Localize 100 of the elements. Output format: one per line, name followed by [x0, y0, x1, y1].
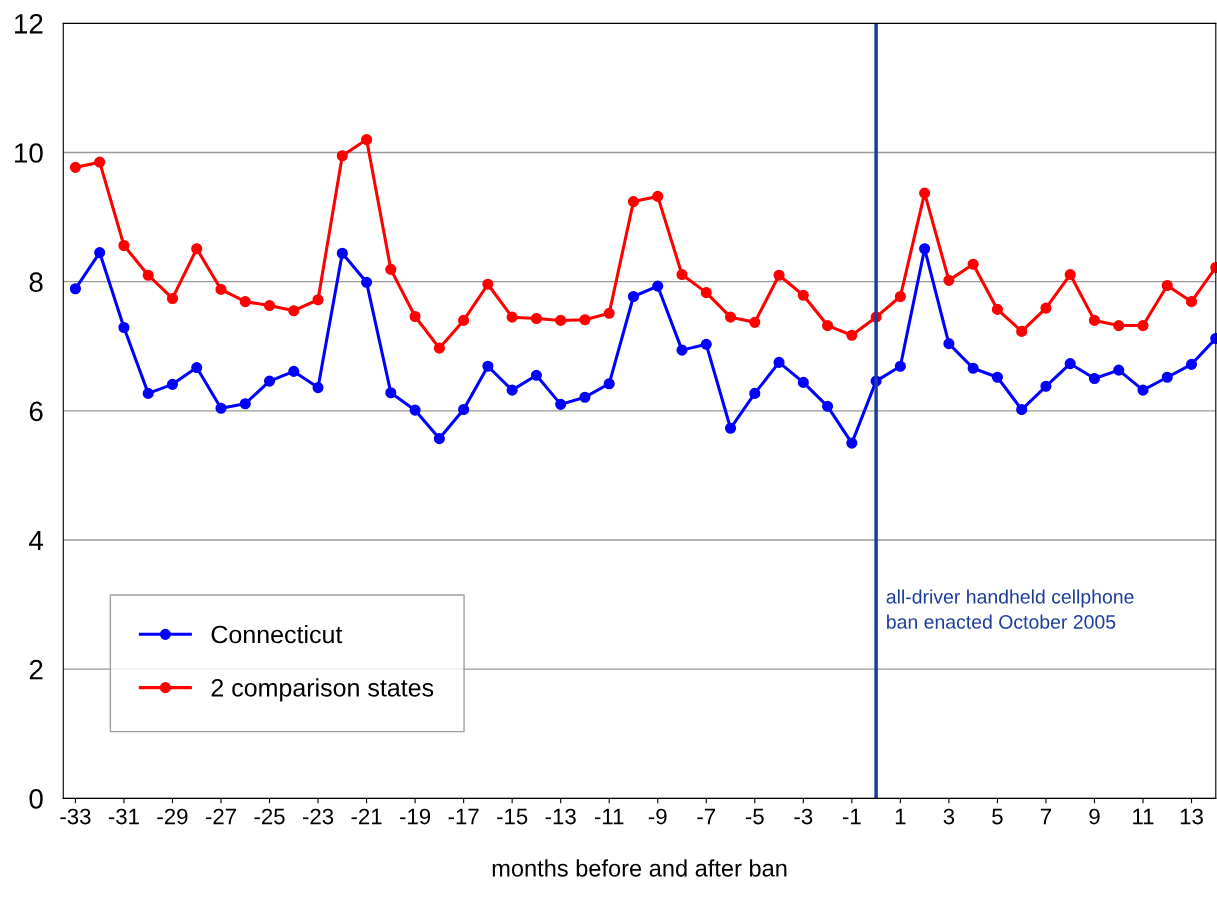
point — [239, 398, 251, 410]
point — [1161, 371, 1173, 383]
point — [458, 403, 470, 416]
point — [191, 361, 203, 374]
point — [1185, 296, 1198, 308]
point — [118, 321, 130, 334]
ref-line-label: all-driver handheld cellphone ban enacted October 2005 — [886, 589, 1134, 629]
point — [288, 305, 300, 317]
point — [991, 303, 1003, 315]
x-tick-label: -27 — [205, 808, 236, 825]
x-tick-label: -33 — [60, 808, 91, 825]
point — [1088, 314, 1101, 326]
point — [506, 311, 518, 323]
x-tick-label: -3 — [794, 808, 813, 825]
x-tick-label: -9 — [648, 808, 667, 825]
point — [142, 387, 154, 399]
x-tick-label: -19 — [400, 808, 431, 825]
point — [846, 329, 858, 341]
x-axis-title: months before and after ban — [492, 859, 787, 877]
point — [1113, 320, 1125, 332]
x-tick-label: -11 — [594, 808, 624, 825]
x-tick-label: 9 — [1089, 808, 1100, 825]
point — [361, 134, 373, 146]
point — [797, 376, 809, 388]
point — [724, 422, 737, 434]
point — [1040, 302, 1052, 314]
point — [676, 268, 688, 281]
point — [797, 289, 809, 301]
point — [967, 258, 979, 270]
point — [652, 280, 664, 292]
point — [312, 382, 324, 394]
point — [215, 402, 227, 414]
point — [94, 156, 106, 168]
point — [312, 294, 324, 306]
point — [142, 269, 154, 281]
point — [1040, 380, 1052, 392]
point — [1185, 358, 1198, 370]
x-tick-label: -7 — [697, 808, 716, 825]
point — [385, 263, 397, 275]
point — [458, 314, 470, 326]
point — [94, 247, 106, 259]
point — [555, 314, 567, 326]
point — [263, 375, 276, 387]
point — [1088, 372, 1101, 385]
y-tick-label: 10 — [15, 143, 43, 163]
point — [1016, 403, 1028, 416]
y-tick-label: 6 — [29, 401, 43, 422]
point — [409, 310, 421, 323]
x-tick-label: 13 — [1180, 808, 1203, 825]
x-tick-label: -31 — [108, 808, 139, 825]
point — [530, 369, 542, 381]
point — [1137, 320, 1149, 332]
point — [336, 150, 348, 162]
point — [166, 378, 179, 390]
x-tick-label: 3 — [943, 808, 955, 825]
x-tick-label: -21 — [351, 808, 382, 825]
point — [1064, 268, 1076, 281]
x-tick-label: -29 — [157, 808, 188, 825]
y-tick-label: 2 — [29, 659, 43, 680]
x-tick-label: 7 — [1040, 808, 1052, 825]
point — [579, 314, 591, 326]
point — [749, 387, 761, 399]
point — [579, 391, 591, 403]
point — [1064, 358, 1076, 370]
legend-label: 2 comparison states — [211, 678, 434, 702]
y-tick-label: 4 — [29, 530, 44, 551]
x-tick-label: -25 — [254, 808, 285, 825]
point — [288, 365, 300, 377]
point — [724, 311, 737, 323]
point — [482, 360, 494, 372]
point — [700, 287, 712, 299]
point — [1137, 384, 1149, 396]
point — [118, 239, 130, 252]
point — [1016, 325, 1028, 337]
point — [919, 187, 931, 199]
x-tick-label: 5 — [992, 808, 1003, 825]
point — [700, 338, 712, 350]
point — [773, 356, 785, 368]
point — [603, 307, 615, 319]
point — [749, 316, 761, 328]
point — [894, 290, 906, 303]
point — [603, 378, 615, 390]
x-tick-label: -23 — [302, 808, 334, 825]
point — [263, 299, 276, 312]
x-tick-label: -17 — [448, 808, 479, 825]
y-tick-label: 0 — [29, 789, 43, 809]
point — [991, 371, 1003, 383]
x-tick-label: -1 — [842, 808, 861, 825]
x-tick-label: 1 — [895, 808, 906, 825]
y-tick-label: 12 — [15, 13, 43, 34]
point — [846, 437, 858, 449]
x-tick-label: -5 — [745, 808, 764, 825]
point — [1161, 279, 1173, 292]
point — [943, 338, 955, 350]
point — [215, 283, 227, 295]
point — [69, 283, 81, 295]
point — [433, 342, 445, 354]
point — [69, 161, 81, 173]
point — [894, 360, 906, 372]
point — [627, 196, 640, 208]
